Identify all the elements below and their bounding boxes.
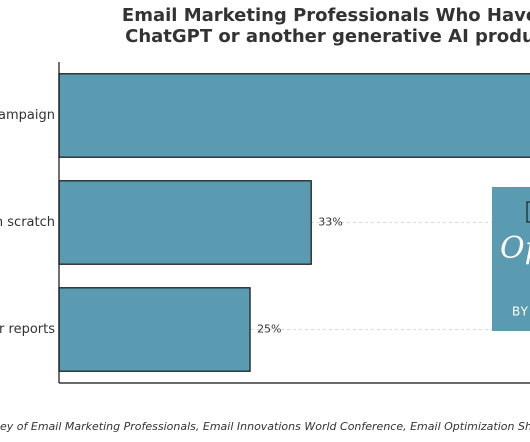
chart-title: Email Marketing Professionals Who Have [122, 5, 530, 26]
bar [58, 73, 530, 158]
chart-title: ChatGPT or another generative AI produ [125, 26, 530, 47]
logo-icon [526, 201, 530, 223]
y-tick-label: ampaign [0, 108, 55, 123]
bar [58, 287, 251, 372]
logo-byline: BY [512, 305, 529, 319]
bar [58, 180, 312, 265]
value-label: 33% [318, 216, 342, 229]
logo-script: Op [500, 231, 530, 266]
y-tick-label: r reports [0, 322, 55, 337]
value-label: 25% [257, 323, 281, 336]
logo-box [492, 187, 530, 331]
y-tick-label: n scratch [0, 215, 55, 230]
logo: Op BY [492, 187, 530, 331]
source-note: ey of Email Marketing Professionals, Ema… [0, 420, 530, 433]
